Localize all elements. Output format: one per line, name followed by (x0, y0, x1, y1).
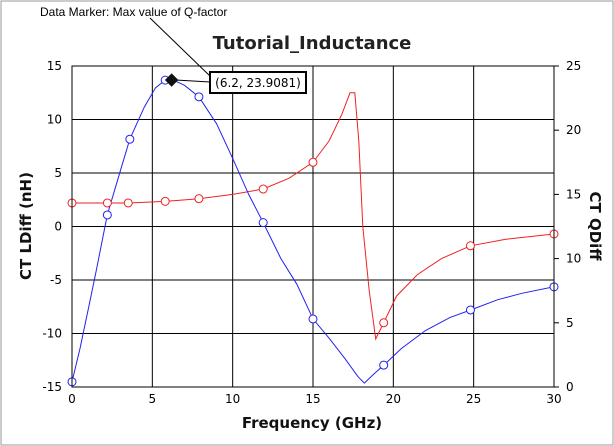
y-right-tick-label-0: 0 (566, 380, 574, 394)
data-marker-label: (6.2, 23.9081) (215, 76, 301, 90)
series-1-marker-6 (308, 314, 318, 324)
y-axis-left-label: CT LDiff (nH) (17, 172, 35, 280)
x-tick-label-1: 5 (149, 392, 157, 406)
x-tick-label-5: 25 (466, 392, 481, 406)
annotation-leader-line (149, 17, 213, 79)
series-1-marker-1 (102, 210, 112, 220)
y-right-tick-label-2: 10 (566, 252, 581, 266)
x-tick-label-2: 10 (225, 392, 240, 406)
series-1-marker-5 (258, 218, 268, 228)
plot-frame (71, 65, 555, 388)
series-0-marker-4 (194, 194, 204, 204)
series-1-marker-2 (125, 134, 135, 144)
y-left-tick-label-5: 10 (47, 113, 62, 127)
series-0-marker-2 (123, 198, 133, 208)
y-left-tick-label-4: 5 (54, 166, 62, 180)
x-tick-label-3: 15 (305, 392, 320, 406)
series-1-marker-7 (379, 360, 389, 370)
y-left-tick-label-2: -5 (50, 273, 62, 287)
y-right-tick-label-3: 15 (566, 187, 581, 201)
x-tick-label-0: 0 (68, 392, 76, 406)
x-tick-label-6: 30 (546, 392, 561, 406)
y-left-tick-label-1: -10 (42, 327, 62, 341)
x-axis-label: Frequency (GHz) (242, 414, 382, 432)
plot-area: 0 5 10 15 20 25 30 -15 -10 -5 0 5 10 15 0 5 10 15 20 25 (6.2… (42, 17, 581, 406)
series-0-marker-8 (465, 241, 475, 251)
series-0-marker-7 (379, 318, 389, 328)
data-marker-diamond (164, 73, 179, 87)
y-right-tick-label-1: 5 (566, 316, 574, 330)
series-1-marker-8 (465, 305, 475, 315)
series-0-marker-1 (102, 198, 112, 208)
y-right-tick-label-4: 20 (566, 123, 581, 137)
y-left-tick-label-3: 0 (54, 220, 62, 234)
y-left-tick-label-0: -15 (42, 380, 62, 394)
y-right-tick-label-5: 25 (566, 59, 581, 73)
series-1-marker-4 (194, 92, 204, 102)
series-0-marker-3 (160, 196, 170, 206)
marker-leader-line (175, 79, 211, 83)
series-line-0 (72, 92, 555, 341)
series-0-marker-6 (308, 157, 318, 167)
data-marker-box (209, 71, 307, 94)
data-marker-annotation: Data Marker: Max value of Q-factor (40, 5, 227, 19)
y-left-tick-label-6: 15 (47, 59, 62, 73)
x-tick-label-4: 20 (386, 392, 401, 406)
chart-title: Tutorial_Inductance (213, 33, 412, 54)
y-axis-right-label: CT QDiff (586, 192, 604, 262)
series-0-marker-5 (258, 184, 268, 194)
